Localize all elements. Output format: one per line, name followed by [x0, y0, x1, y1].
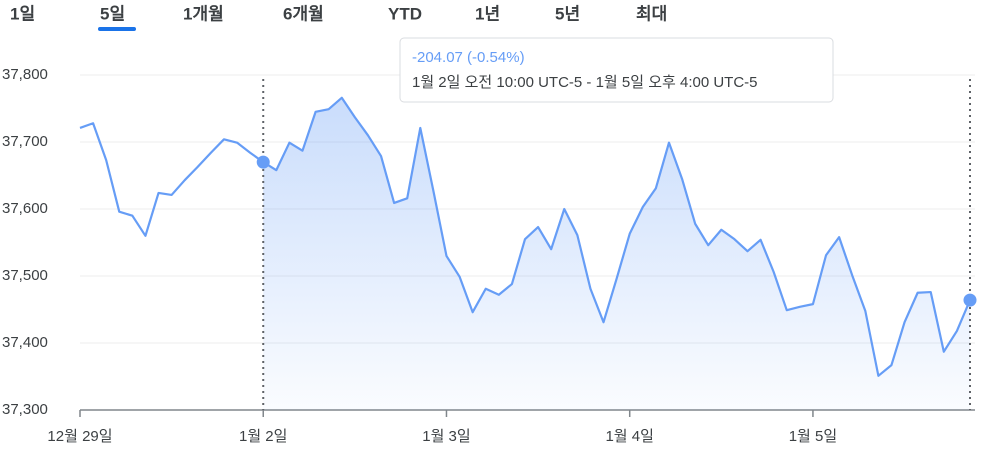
x-tick-label: 1월 2일: [239, 428, 287, 445]
x-tick-label: 1월 5일: [789, 428, 837, 445]
price-line: [79, 96, 972, 377]
y-tick-label: 37,500: [2, 267, 48, 284]
range-tab[interactable]: 1일: [10, 4, 35, 23]
selection-dot: [256, 155, 270, 169]
x-tick-label: 1월 3일: [422, 428, 470, 445]
tooltip-box: [399, 37, 834, 103]
y-tick-label: 37,800: [2, 66, 48, 83]
tooltip-change: -204.07 (-0.54%): [412, 49, 525, 66]
range-tabs: 1일 5일 1개월 6개월 YTD 1년 5년 최대: [10, 4, 667, 31]
range-tab[interactable]: 1년: [475, 4, 500, 23]
y-tick-label: 37,700: [2, 133, 48, 150]
range-tab[interactable]: 1개월: [183, 4, 224, 23]
range-tab[interactable]: YTD: [388, 4, 422, 23]
range-tab[interactable]: 5일: [100, 4, 125, 23]
y-tick-label: 37,600: [2, 200, 48, 217]
y-tick-label: 37,400: [2, 334, 48, 351]
range-tab[interactable]: 최대: [636, 4, 667, 23]
selection-dot: [963, 293, 977, 307]
x-tick-label: 1월 4일: [605, 428, 653, 445]
tooltip: -204.07 (-0.54%) 1월 2일 오전 10:00 UTC-5 - …: [399, 37, 834, 103]
y-tick-label: 37,300: [2, 401, 48, 418]
tooltip-range: 1월 2일 오전 10:00 UTC-5 - 1월 5일 오후 4:00 UTC…: [412, 74, 758, 91]
tab-underline: [98, 27, 136, 31]
plot: 37,300 37,400 37,500 37,600 37,700 37,800 12월 …: [2, 66, 977, 445]
range-tab[interactable]: 6개월: [283, 4, 324, 23]
range-tab[interactable]: 5년: [555, 4, 580, 23]
selection-area: [263, 97, 970, 410]
x-tick-label: 12월 29일: [47, 428, 112, 445]
